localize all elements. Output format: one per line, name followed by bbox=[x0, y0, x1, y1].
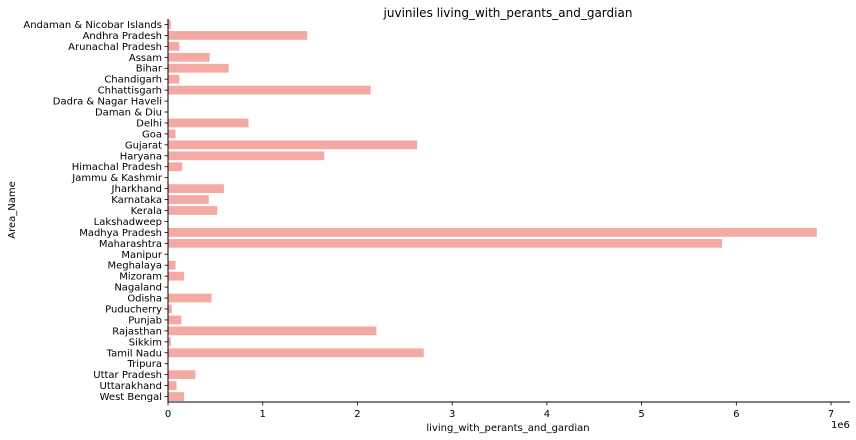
y-tick-label: Lakshadweep bbox=[94, 217, 162, 228]
bar bbox=[168, 195, 209, 204]
y-tick-label: West Bengal bbox=[100, 392, 162, 403]
x-tick-label: 3 bbox=[449, 409, 455, 420]
bar bbox=[168, 20, 171, 29]
bar bbox=[168, 304, 172, 314]
bar bbox=[168, 381, 177, 390]
y-tick-label: Uttarakhand bbox=[100, 381, 162, 392]
x-tick-label: 2 bbox=[354, 409, 360, 420]
y-tick-label: Chandigarh bbox=[104, 75, 162, 86]
y-tick-label: Rajasthan bbox=[112, 326, 162, 337]
y-tick-label: Nagaland bbox=[114, 283, 162, 294]
y-tick-label: Jharkhand bbox=[111, 184, 162, 195]
y-tick-label: Tripura bbox=[127, 359, 162, 370]
bar bbox=[168, 326, 377, 336]
bar bbox=[168, 162, 183, 172]
bar bbox=[168, 260, 176, 270]
y-tick-label: Jammu & Kashmir bbox=[71, 173, 163, 184]
bar bbox=[168, 370, 196, 380]
y-tick-label: Puducherry bbox=[105, 304, 162, 315]
x-tick-label: 4 bbox=[544, 409, 550, 420]
x-tick-label: 5 bbox=[638, 409, 644, 420]
y-tick-label: Gujarat bbox=[125, 140, 162, 151]
y-tick-label: Uttar Pradesh bbox=[93, 370, 162, 381]
y-tick-label: Andhra Pradesh bbox=[83, 31, 162, 42]
bar bbox=[168, 52, 210, 62]
bar bbox=[168, 293, 212, 303]
bar bbox=[168, 31, 308, 40]
bar bbox=[168, 206, 218, 215]
bar bbox=[168, 348, 424, 358]
chart-title: juviniles living_with_perants_and_gardia… bbox=[383, 6, 633, 20]
y-tick-label: Delhi bbox=[136, 118, 162, 129]
y-tick-label: Odisha bbox=[127, 294, 162, 305]
y-tick-label: Tamil Nadu bbox=[106, 348, 162, 359]
bar bbox=[168, 271, 185, 281]
bar bbox=[168, 151, 325, 161]
y-tick-label: Himachal Pradesh bbox=[72, 162, 162, 173]
y-tick-label: Dadra & Nagar Haveli bbox=[53, 97, 162, 108]
x-tick-label: 6 bbox=[733, 409, 739, 420]
y-tick-label: Assam bbox=[129, 53, 162, 64]
y-tick-label: Kerala bbox=[131, 206, 162, 217]
x-tick-label: 1 bbox=[260, 409, 266, 420]
y-tick-label: Karnataka bbox=[111, 195, 162, 206]
bar bbox=[168, 63, 229, 73]
x-tick-label: 0 bbox=[165, 409, 171, 420]
x-axis-label: living_with_perants_and_gardian bbox=[426, 423, 589, 434]
y-tick-label: Haryana bbox=[120, 151, 162, 162]
x-ticks-group: 0 1 2 3 4 5 6 7 bbox=[165, 402, 834, 420]
bar bbox=[168, 74, 180, 84]
bar bbox=[168, 238, 723, 248]
bar bbox=[168, 118, 249, 128]
y-tick-label: Daman & Diu bbox=[95, 108, 162, 119]
y-tick-label: Madhya Pradesh bbox=[79, 228, 162, 239]
y-tick-label: Maharashtra bbox=[99, 239, 162, 250]
y-tick-label: Bihar bbox=[136, 64, 163, 75]
bar bbox=[168, 337, 171, 347]
x-tick-label: 7 bbox=[828, 409, 834, 420]
y-tick-label: Arunachal Pradesh bbox=[68, 42, 162, 53]
y-tick-label: Mizoram bbox=[119, 272, 162, 283]
x-scale-label: 1e6 bbox=[831, 420, 850, 431]
bar bbox=[168, 184, 224, 193]
y-tick-label: Manipur bbox=[121, 250, 163, 261]
y-tick-label: Chhattisgarh bbox=[98, 86, 162, 97]
bars-group bbox=[168, 20, 817, 401]
bar bbox=[168, 228, 817, 237]
y-axis-label: Area_Name bbox=[7, 181, 18, 239]
y-tick-label: Punjab bbox=[128, 315, 162, 326]
y-tick-label: Meghalaya bbox=[107, 261, 162, 272]
bar bbox=[168, 41, 180, 51]
bar bbox=[168, 392, 185, 401]
bar bbox=[168, 85, 371, 95]
y-tick-label: Sikkim bbox=[129, 337, 162, 348]
bar bbox=[168, 140, 418, 150]
bar bbox=[168, 315, 182, 325]
y-tick-label: Andaman & Nicobar Islands bbox=[23, 20, 162, 31]
bar bbox=[168, 129, 176, 139]
y-tick-label: Goa bbox=[142, 129, 162, 140]
